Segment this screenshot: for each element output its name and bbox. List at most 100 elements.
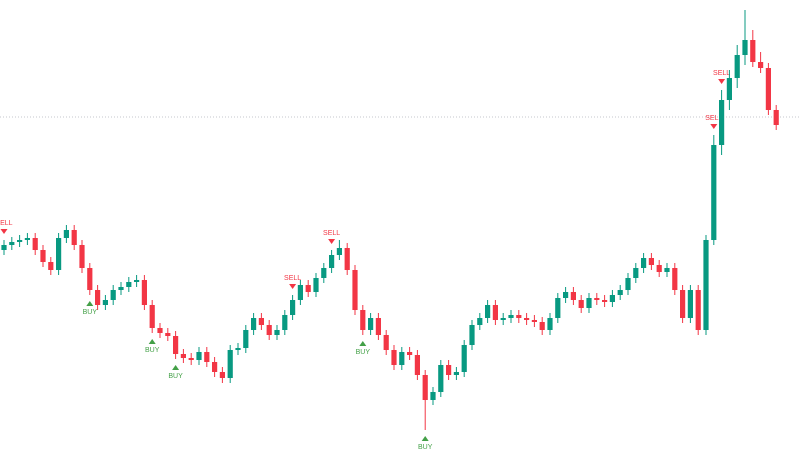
candle-body [360,310,366,330]
candle-body [266,325,272,335]
sell-label: SELL [705,115,722,122]
candle-body [180,354,186,358]
buy-label: BUY [145,347,160,354]
candle-body [625,278,631,290]
candle-body [1,245,7,250]
candle-body [235,348,241,350]
candle-body [664,268,670,272]
sell-label: SELL [713,70,730,77]
candle-body [734,55,740,78]
candle-body [719,100,725,145]
candle-body [648,258,654,265]
sell-label: SELL [323,230,340,237]
candle-body [570,292,576,300]
candle-body [32,238,38,250]
candle-body [17,240,23,242]
candle-body [149,305,155,328]
candle-body [531,320,537,322]
candle-body [243,330,249,348]
sell-arrow [328,239,336,244]
candle-body [477,318,483,325]
candle-body [773,110,779,125]
sell-arrow [289,284,297,289]
candle-body [609,295,615,302]
candle-body [742,40,748,55]
candle-body [750,40,756,62]
candle-body [695,290,701,330]
candle-body [399,352,405,365]
candle-body [469,325,475,345]
candle-body [375,318,381,335]
candle-body [383,335,389,350]
candle-body [430,392,436,400]
candle-body [602,300,608,302]
buy-arrow [172,365,180,370]
candle-body [290,300,296,315]
candle-body [547,318,553,330]
candle-body [95,290,101,305]
candle-body [282,315,288,330]
candle-body [9,242,15,245]
candle-body [438,365,444,392]
candle-body [313,278,319,292]
candle-body [305,285,311,292]
candle-body [165,333,171,336]
buy-arrow [148,339,156,344]
candle-body [157,328,163,333]
candle-body [110,290,116,300]
candle-body [79,245,85,268]
candle-body [555,298,561,318]
candle-body [48,262,54,270]
candle-body [297,285,303,300]
candle-body [126,282,132,287]
candle-body [765,68,771,110]
candle-body [485,305,491,318]
candle-body [134,280,140,282]
candle-body [524,318,530,320]
candle-body [726,78,732,100]
candle-body [508,315,514,318]
candle-body [352,270,358,310]
candle-body [641,258,647,268]
sell-label: SELL [284,275,301,282]
candle-body [219,372,225,378]
buy-label: BUY [168,373,183,380]
candle-body [680,290,686,318]
candle-body [391,350,397,365]
candle-body [87,268,93,290]
buy-label: BUY [418,444,433,451]
candle-body [71,230,77,245]
candle-body [212,362,218,372]
candle-body [227,350,233,378]
candle-body [758,62,764,68]
candle-body [102,300,108,305]
buy-label: BUY [83,309,98,316]
candle-body [274,330,280,335]
candle-body [422,375,428,400]
candle-body [656,265,662,272]
candle-body [516,315,522,318]
candle-body [141,280,147,305]
candle-body [453,372,459,375]
candle-body [321,268,327,278]
buy-arrow [421,436,429,441]
candle-body [188,358,194,360]
candle-body [204,352,210,362]
buy-arrow [86,301,94,306]
candle-body [539,322,545,330]
candle-body [56,238,62,270]
candle-body [446,365,452,375]
candle-body [196,352,202,360]
candle-body [578,300,584,308]
candle-body [336,248,342,255]
candle-body [63,230,69,238]
candle-body [617,290,623,295]
candle-body [500,318,506,320]
candle-body [173,336,179,354]
candle-body [633,268,639,278]
sell-label: SELL [0,220,13,227]
sell-arrow [710,124,718,129]
candle-body [711,145,717,240]
